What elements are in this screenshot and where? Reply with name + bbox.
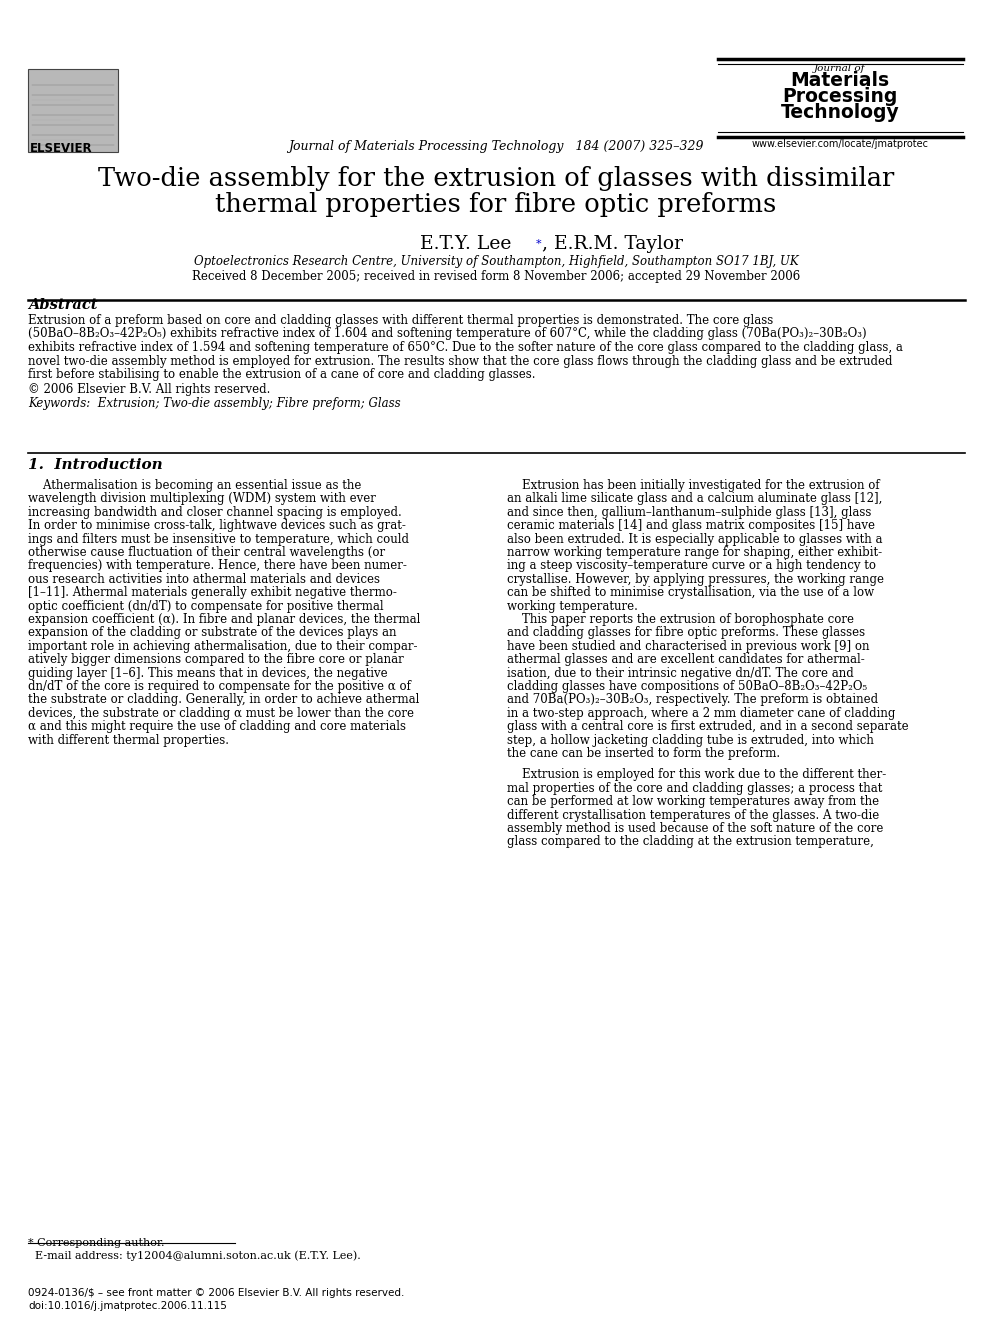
Text: dn/dT of the core is required to compensate for the positive α of: dn/dT of the core is required to compens… (28, 680, 411, 693)
Text: Optoelectronics Research Centre, University of Southampton, Highfield, Southampt: Optoelectronics Research Centre, Univers… (193, 255, 799, 269)
Text: [1–11]. Athermal materials generally exhibit negative thermo-: [1–11]. Athermal materials generally exh… (28, 586, 397, 599)
Text: ous research activities into athermal materials and devices: ous research activities into athermal ma… (28, 573, 380, 586)
Text: (50BaO–8B₂O₃–42P₂O₅) exhibits refractive index of 1.604 and softening temperatur: (50BaO–8B₂O₃–42P₂O₅) exhibits refractive… (28, 328, 867, 340)
Text: mal properties of the core and cladding glasses; a process that: mal properties of the core and cladding … (507, 782, 882, 795)
Text: and cladding glasses for fibre optic preforms. These glasses: and cladding glasses for fibre optic pre… (507, 626, 865, 639)
Text: and 70Ba(PO₃)₂–30B₂O₃, respectively. The preform is obtained: and 70Ba(PO₃)₂–30B₂O₃, respectively. The… (507, 693, 878, 706)
Text: glass compared to the cladding at the extrusion temperature,: glass compared to the cladding at the ex… (507, 835, 874, 848)
Text: expansion coefficient (α). In fibre and planar devices, the thermal: expansion coefficient (α). In fibre and … (28, 613, 421, 626)
Text: ELSEVIER: ELSEVIER (30, 142, 92, 155)
Text: athermal glasses and are excellent candidates for athermal-: athermal glasses and are excellent candi… (507, 654, 865, 667)
Text: Processing: Processing (783, 87, 898, 106)
Text: Abstract: Abstract (28, 298, 97, 312)
Text: cladding glasses have compositions of 50BaO–8B₂O₃–42P₂O₅: cladding glasses have compositions of 50… (507, 680, 867, 693)
Text: Two-die assembly for the extrusion of glasses with dissimilar: Two-die assembly for the extrusion of gl… (98, 165, 894, 191)
Text: also been extruded. It is especially applicable to glasses with a: also been extruded. It is especially app… (507, 533, 883, 545)
Text: , E.R.M. Taylor: , E.R.M. Taylor (542, 235, 683, 253)
Text: have been studied and characterised in previous work [9] on: have been studied and characterised in p… (507, 640, 870, 652)
Text: assembly method is used because of the soft nature of the core: assembly method is used because of the s… (507, 822, 883, 835)
Text: E-mail address: ty12004@alumni.soton.ac.uk (E.T.Y. Lee).: E-mail address: ty12004@alumni.soton.ac.… (28, 1250, 361, 1261)
Text: guiding layer [1–6]. This means that in devices, the negative: guiding layer [1–6]. This means that in … (28, 667, 388, 680)
Text: can be shifted to minimise crystallisation, via the use of a low: can be shifted to minimise crystallisati… (507, 586, 874, 599)
Text: Materials: Materials (791, 71, 890, 90)
Text: Athermalisation is becoming an essential issue as the: Athermalisation is becoming an essential… (28, 479, 361, 492)
Text: Keywords:  Extrusion; Two-die assembly; Fibre preform; Glass: Keywords: Extrusion; Two-die assembly; F… (28, 397, 401, 410)
Text: novel two-die assembly method is employed for extrusion. The results show that t: novel two-die assembly method is employe… (28, 355, 893, 368)
Text: step, a hollow jacketing cladding tube is extruded, into which: step, a hollow jacketing cladding tube i… (507, 733, 874, 746)
Text: devices, the substrate or cladding α must be lower than the core: devices, the substrate or cladding α mus… (28, 706, 414, 720)
Text: crystallise. However, by applying pressures, the working range: crystallise. However, by applying pressu… (507, 573, 884, 586)
Text: Journal of Materials Processing Technology   184 (2007) 325–329: Journal of Materials Processing Technolo… (289, 140, 703, 153)
Text: Extrusion has been initially investigated for the extrusion of: Extrusion has been initially investigate… (507, 479, 880, 492)
Text: This paper reports the extrusion of borophosphate core: This paper reports the extrusion of boro… (507, 613, 854, 626)
Text: otherwise cause fluctuation of their central wavelengths (or: otherwise cause fluctuation of their cen… (28, 546, 385, 560)
Text: In order to minimise cross-talk, lightwave devices such as grat-: In order to minimise cross-talk, lightwa… (28, 519, 406, 532)
Text: *: * (536, 239, 542, 249)
Text: expansion of the cladding or substrate of the devices plays an: expansion of the cladding or substrate o… (28, 626, 397, 639)
Text: with different thermal properties.: with different thermal properties. (28, 733, 229, 746)
Text: ings and filters must be insensitive to temperature, which could: ings and filters must be insensitive to … (28, 533, 409, 545)
Text: 1.  Introduction: 1. Introduction (28, 458, 163, 472)
Text: narrow working temperature range for shaping, either exhibit-: narrow working temperature range for sha… (507, 546, 882, 560)
Text: important role in achieving athermalisation, due to their compar-: important role in achieving athermalisat… (28, 640, 418, 652)
Text: different crystallisation temperatures of the glasses. A two-die: different crystallisation temperatures o… (507, 808, 879, 822)
Text: optic coefficient (dn/dT) to compensate for positive thermal: optic coefficient (dn/dT) to compensate … (28, 599, 384, 613)
Text: in a two-step approach, where a 2 mm diameter cane of cladding: in a two-step approach, where a 2 mm dia… (507, 706, 896, 720)
Text: an alkali lime silicate glass and a calcium aluminate glass [12],: an alkali lime silicate glass and a calc… (507, 492, 882, 505)
Text: isation, due to their intrinsic negative dn/dT. The core and: isation, due to their intrinsic negative… (507, 667, 854, 680)
Text: E.T.Y. Lee: E.T.Y. Lee (420, 235, 511, 253)
Text: Extrusion is employed for this work due to the different ther-: Extrusion is employed for this work due … (507, 769, 886, 782)
Text: can be performed at low working temperatures away from the: can be performed at low working temperat… (507, 795, 879, 808)
Text: Journal of: Journal of (814, 64, 866, 73)
Text: glass with a central core is first extruded, and in a second separate: glass with a central core is first extru… (507, 720, 909, 733)
Text: wavelength division multiplexing (WDM) system with ever: wavelength division multiplexing (WDM) s… (28, 492, 376, 505)
Text: atively bigger dimensions compared to the fibre core or planar: atively bigger dimensions compared to th… (28, 654, 404, 667)
Text: first before stabilising to enable the extrusion of a cane of core and cladding : first before stabilising to enable the e… (28, 368, 536, 381)
Text: thermal properties for fibre optic preforms: thermal properties for fibre optic prefo… (215, 192, 777, 217)
Bar (28, 69, 118, 152)
Text: increasing bandwidth and closer channel spacing is employed.: increasing bandwidth and closer channel … (28, 505, 402, 519)
Text: exhibits refractive index of 1.594 and softening temperature of 650°C. Due to th: exhibits refractive index of 1.594 and s… (28, 341, 903, 355)
Text: www.elsevier.com/locate/jmatprotec: www.elsevier.com/locate/jmatprotec (752, 139, 929, 149)
Text: Extrusion of a preform based on core and cladding glasses with different thermal: Extrusion of a preform based on core and… (28, 314, 773, 327)
Text: working temperature.: working temperature. (507, 599, 638, 613)
Text: Technology: Technology (781, 103, 900, 122)
Text: ing a steep viscosity–temperature curve or a high tendency to: ing a steep viscosity–temperature curve … (507, 560, 876, 573)
Text: α and this might require the use of cladding and core materials: α and this might require the use of clad… (28, 720, 406, 733)
Text: doi:10.1016/j.jmatprotec.2006.11.115: doi:10.1016/j.jmatprotec.2006.11.115 (28, 1301, 227, 1311)
Text: and since then, gallium–lanthanum–sulphide glass [13], glass: and since then, gallium–lanthanum–sulphi… (507, 505, 871, 519)
Text: * Corresponding author.: * Corresponding author. (28, 1238, 165, 1248)
Text: Received 8 December 2005; received in revised form 8 November 2006; accepted 29 : Received 8 December 2005; received in re… (191, 270, 801, 283)
Text: the cane can be inserted to form the preform.: the cane can be inserted to form the pre… (507, 747, 780, 759)
Text: © 2006 Elsevier B.V. All rights reserved.: © 2006 Elsevier B.V. All rights reserved… (28, 382, 271, 396)
Text: the substrate or cladding. Generally, in order to achieve athermal: the substrate or cladding. Generally, in… (28, 693, 420, 706)
Text: frequencies) with temperature. Hence, there have been numer-: frequencies) with temperature. Hence, th… (28, 560, 407, 573)
Text: ceramic materials [14] and glass matrix composites [15] have: ceramic materials [14] and glass matrix … (507, 519, 875, 532)
Text: 0924-0136/$ – see front matter © 2006 Elsevier B.V. All rights reserved.: 0924-0136/$ – see front matter © 2006 El… (28, 1289, 405, 1298)
